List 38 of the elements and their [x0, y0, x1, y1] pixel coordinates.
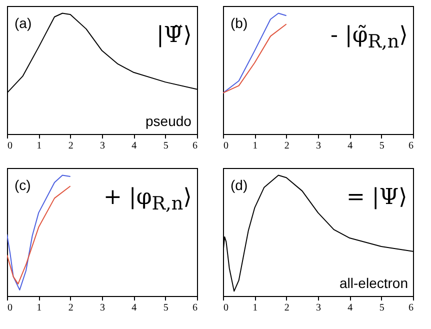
x-tick-label: 4: [348, 140, 353, 152]
annotation: (c): [14, 176, 31, 192]
x-tick-label: 5: [163, 302, 168, 314]
x-tick-label: 0: [8, 302, 12, 314]
x-tick-label: 2: [284, 302, 290, 314]
x-tick-label: 6: [408, 302, 414, 314]
x-tick-label: 0: [8, 140, 12, 152]
x-tick-label: 4: [132, 140, 137, 152]
x-tick-label: 2: [68, 302, 74, 314]
annotation: = |Ψ⟩: [346, 184, 408, 210]
x-tick-label: 3: [100, 140, 105, 152]
annotation: (a): [14, 14, 32, 30]
x-tick-label: 1: [252, 140, 258, 152]
x-tick-label: 5: [163, 140, 168, 152]
annotation: (d): [230, 176, 248, 192]
x-tick-label: 3: [100, 302, 105, 314]
annotation: + |φ$_{R,n}$⟩: [104, 184, 192, 214]
annotation: - |φ̃$_{R,n}$⟩: [330, 22, 408, 52]
annotation: |Ψ̃⟩: [156, 22, 192, 48]
annotation: pseudo: [146, 112, 192, 128]
x-tick-label: 2: [68, 140, 74, 152]
x-tick-label: 3: [316, 140, 321, 152]
x-tick-label: 5: [379, 302, 384, 314]
x-tick-label: 6: [192, 302, 198, 314]
x-tick-label: 0: [224, 140, 228, 152]
x-tick-label: 6: [192, 140, 198, 152]
annotation: (b): [230, 14, 248, 30]
x-tick-label: 3: [316, 302, 321, 314]
x-tick-label: 4: [348, 302, 353, 314]
annotation: all-electron: [340, 274, 408, 290]
x-tick-label: 4: [132, 302, 137, 314]
x-tick-label: 5: [379, 140, 384, 152]
x-tick-label: 2: [284, 140, 290, 152]
x-tick-label: 6: [408, 140, 414, 152]
x-tick-label: 0: [224, 302, 228, 314]
x-tick-label: 1: [252, 302, 258, 314]
x-tick-label: 1: [36, 140, 42, 152]
x-tick-label: 1: [36, 302, 42, 314]
